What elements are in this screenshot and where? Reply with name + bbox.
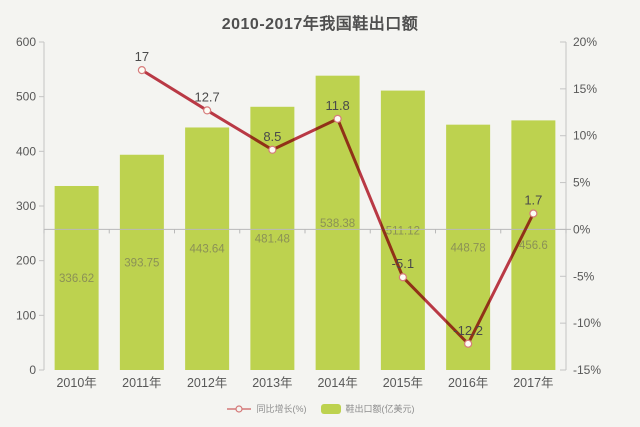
- chart-title: 2010-2017年我国鞋出口额: [221, 16, 419, 33]
- legend: 同比增长(%) 鞋出口额(亿美元): [0, 402, 640, 415]
- right-axis-label: 0%: [573, 222, 591, 236]
- point-value-label: -5.1: [392, 256, 414, 271]
- bar-value-label: 443.64: [190, 244, 226, 256]
- line-series-icon: [226, 404, 251, 413]
- x-axis-label: 2012年: [187, 376, 227, 390]
- left-axis-label: 300: [16, 199, 36, 213]
- left-axis-label: 600: [16, 35, 36, 49]
- x-axis-label: 2010年: [56, 376, 96, 390]
- line-point-2013年: [268, 145, 277, 154]
- bar-value-label: 448.78: [451, 242, 486, 254]
- line-point-2011年: [137, 66, 146, 75]
- left-axis-label: 500: [16, 90, 36, 104]
- point-value-label: 17: [135, 49, 149, 64]
- x-axis-label: 2014年: [317, 376, 357, 390]
- x-axis-label: 2013年: [252, 376, 292, 390]
- right-axis-label: -5%: [573, 269, 595, 283]
- legend-line-marker: [234, 404, 243, 413]
- bar-value-label: 511.12: [386, 225, 420, 237]
- line-point-2012年: [203, 106, 212, 115]
- left-axis-label: 100: [16, 308, 36, 322]
- bar-value-label: 336.62: [59, 273, 94, 285]
- line-point-2016年: [464, 339, 473, 348]
- bar-series-icon: [320, 403, 341, 414]
- point-value-label: 11.8: [325, 98, 349, 113]
- x-axis-label: 2016年: [448, 376, 488, 390]
- right-axis-label: 5%: [573, 176, 591, 190]
- point-value-label: 1.7: [524, 192, 542, 207]
- x-axis-label: 2017年: [513, 376, 553, 390]
- bar-value-label: 393.75: [124, 257, 159, 269]
- bar-2010年: [54, 185, 99, 370]
- right-axis-label: -15%: [573, 363, 601, 377]
- line-point-2015年: [398, 273, 407, 282]
- bar-2011年: [119, 154, 164, 370]
- x-axis-label: 2015年: [383, 376, 423, 390]
- right-axis-label: -10%: [573, 316, 601, 330]
- right-axis-label: 10%: [573, 129, 597, 143]
- legend-item-export[interactable]: 鞋出口额(亿美元): [320, 402, 415, 415]
- bar-value-label: 456.6: [519, 240, 548, 252]
- left-axis-label: 0: [29, 363, 36, 377]
- point-value-label: 8.5: [263, 129, 281, 144]
- legend-label-export: 鞋出口额(亿美元): [345, 404, 415, 414]
- point-value-label: -12.2: [453, 323, 483, 338]
- left-axis-label: 400: [16, 144, 36, 158]
- legend-label-growth: 同比增长(%): [256, 404, 307, 414]
- legend-item-growth[interactable]: 同比增长(%): [226, 402, 307, 415]
- line-point-2014年: [333, 114, 342, 123]
- right-axis-label: 20%: [573, 35, 597, 49]
- bar-value-label: 481.48: [255, 233, 290, 245]
- line-point-2017年: [529, 209, 538, 218]
- point-value-label: 12.7: [194, 89, 219, 104]
- legend-bar-swatch: [320, 403, 341, 414]
- bar-value-label: 538.38: [320, 218, 355, 230]
- x-axis-label: 2011年: [122, 376, 161, 390]
- bar-2012年: [185, 127, 230, 370]
- left-axis-label: 200: [16, 254, 36, 268]
- bar-2015年: [380, 90, 425, 370]
- right-axis-label: 15%: [573, 82, 597, 96]
